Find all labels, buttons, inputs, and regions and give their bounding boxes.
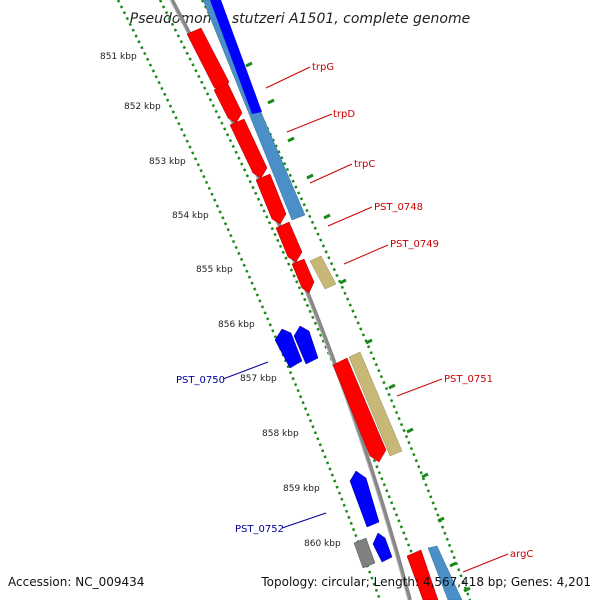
label-argc[interactable]: argC	[510, 549, 533, 560]
inner-ruler-dots	[158, 0, 432, 600]
gene-trpg-top-blue[interactable]	[210, 0, 262, 114]
kbp-label-859: 859 kbp	[283, 484, 320, 494]
label-trpg[interactable]: trpG	[312, 62, 334, 73]
ruler-labels: 851 kbp 852 kbp 853 kbp 854 kbp 855 kbp …	[100, 52, 341, 549]
cds-band-argc	[427, 545, 463, 600]
kbp-label-852: 852 kbp	[124, 102, 161, 112]
label-pst0749[interactable]: PST_0749	[390, 239, 439, 250]
kbp-label-855: 855 kbp	[196, 265, 233, 275]
label-trpc[interactable]: trpC	[354, 159, 375, 170]
label-pst0751[interactable]: PST_0751	[444, 374, 493, 385]
gene-pst0750-a[interactable]	[274, 328, 303, 369]
gene-pst0751[interactable]	[332, 357, 387, 463]
cds-pst0749	[309, 255, 337, 290]
grey-feature	[353, 537, 376, 569]
gene-pst0752[interactable]	[349, 470, 380, 528]
gene-small-reverse[interactable]	[372, 532, 393, 563]
kbp-label-857: 857 kbp	[240, 374, 277, 384]
accession-text: Accession: NC_009434	[8, 575, 144, 589]
left-ruler-dots	[116, 0, 382, 600]
ring-tick-marks	[245, 61, 471, 593]
gene-trpd-a[interactable]	[213, 83, 243, 124]
gene-pst0749[interactable]	[291, 258, 315, 294]
kbp-label-858: 858 kbp	[262, 429, 299, 439]
gene-pst0750-b[interactable]	[293, 325, 319, 365]
gene-argc[interactable]	[406, 549, 439, 600]
cds-pst0751	[348, 351, 403, 457]
kbp-label-860: 860 kbp	[304, 539, 341, 549]
summary-text: Topology: circular; Length: 4,567,418 bp…	[260, 575, 591, 589]
kbp-label-854: 854 kbp	[172, 211, 209, 221]
gene-trpd-b[interactable]	[229, 118, 268, 179]
gene-trpc[interactable]	[255, 173, 287, 225]
outer-ruler-dots	[200, 0, 472, 600]
kbp-label-851: 851 kbp	[100, 52, 137, 62]
label-pst0752[interactable]: PST_0752	[235, 524, 284, 535]
label-pst0748[interactable]: PST_0748	[374, 202, 423, 213]
kbp-label-853: 853 kbp	[149, 157, 186, 167]
kbp-label-856: 856 kbp	[218, 320, 255, 330]
label-trpd[interactable]: trpD	[333, 109, 355, 120]
gene-pst0748[interactable]	[275, 221, 303, 263]
label-pst0750[interactable]: PST_0750	[176, 375, 225, 386]
